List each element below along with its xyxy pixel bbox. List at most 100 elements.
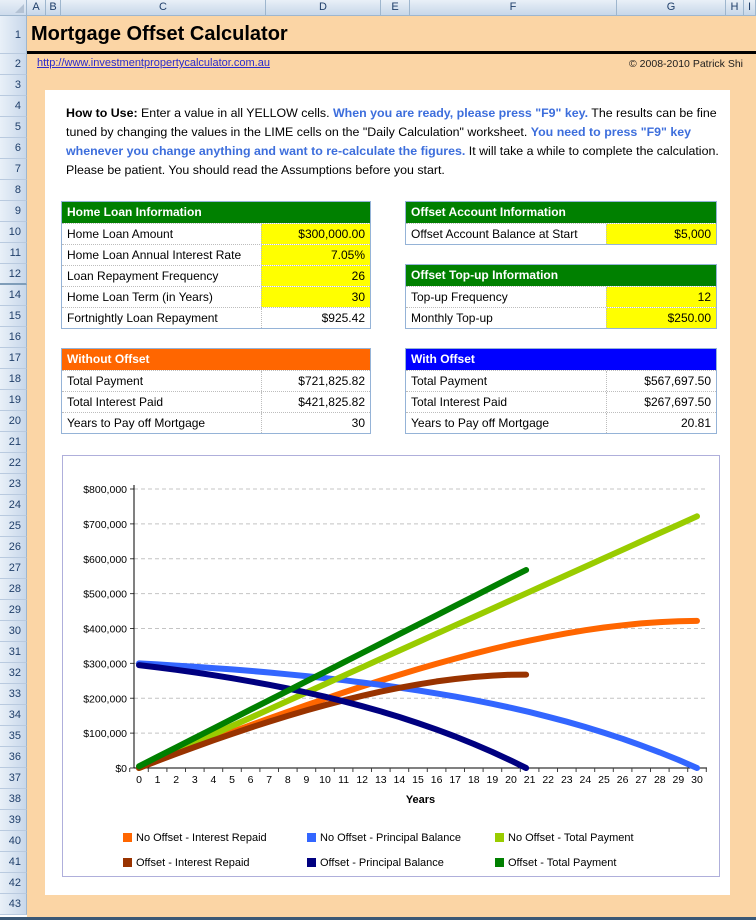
row-header-8[interactable]: 8 bbox=[0, 180, 27, 201]
column-header-H[interactable]: H bbox=[726, 0, 744, 16]
column-header-C[interactable]: C bbox=[61, 0, 266, 16]
chart-y-tick-label: $400,000 bbox=[83, 624, 127, 636]
row-headers: 1 2 3 4 5 6 7 8 9 10 11 12 14 15 16 17 18 19 20 21 22 23 24 25 2… bbox=[0, 16, 27, 917]
row-header-28[interactable]: 28 bbox=[0, 579, 27, 600]
row-header-37[interactable]: 37 bbox=[0, 768, 27, 789]
chart-y-tick-label: $600,000 bbox=[83, 554, 127, 566]
column-header-I[interactable]: I bbox=[744, 0, 756, 16]
row-header-23[interactable]: 23 bbox=[0, 474, 27, 495]
row-header-9[interactable]: 9 bbox=[0, 201, 27, 222]
legend-item-no-offset-principal-balance: No Offset - Principal Balance bbox=[307, 832, 461, 844]
offset-account-information-value[interactable]: $5,000 bbox=[606, 224, 716, 244]
row-header-15[interactable]: 15 bbox=[0, 306, 27, 327]
offset-top-up-information-value[interactable]: 12 bbox=[606, 287, 716, 307]
chart-x-tick-label: 19 bbox=[487, 774, 499, 786]
offset-account-information-header: Offset Account Information bbox=[406, 202, 716, 223]
row-header-1[interactable]: 1 bbox=[0, 16, 27, 54]
chart-y-tick-label: $700,000 bbox=[83, 519, 127, 531]
title-underline bbox=[27, 51, 756, 54]
row-header-32[interactable]: 32 bbox=[0, 663, 27, 684]
home-loan-information-header: Home Loan Information bbox=[62, 202, 370, 223]
chart-series-offset-principal-balance bbox=[136, 662, 530, 771]
row-header-14[interactable]: 14 bbox=[0, 285, 27, 306]
column-header-D[interactable]: D bbox=[266, 0, 381, 16]
row-header-7[interactable]: 7 bbox=[0, 159, 27, 180]
chart-x-tick-label: 22 bbox=[542, 774, 554, 786]
home-loan-information-value: $925.42 bbox=[261, 308, 370, 328]
home-loan-information-value[interactable]: $300,000.00 bbox=[261, 224, 370, 244]
row-header-10[interactable]: 10 bbox=[0, 222, 27, 243]
row-header-38[interactable]: 38 bbox=[0, 789, 27, 810]
row-header-4[interactable]: 4 bbox=[0, 96, 27, 117]
row-header-11[interactable]: 11 bbox=[0, 243, 27, 264]
row-header-39[interactable]: 39 bbox=[0, 810, 27, 831]
chart-x-tick-label: 6 bbox=[248, 774, 254, 786]
chart-x-tick-label: 26 bbox=[617, 774, 629, 786]
row-header-35[interactable]: 35 bbox=[0, 726, 27, 747]
with-offset-table: With Offset Total Payment $567,697.50 Total… bbox=[405, 348, 717, 434]
select-all-corner[interactable] bbox=[0, 0, 27, 16]
chart-x-tick-label: 20 bbox=[505, 774, 517, 786]
how-to-use-segment: You need to press "F9" key whenever you … bbox=[66, 125, 692, 158]
legend-swatch-icon bbox=[123, 858, 132, 867]
with-offset-value: $267,697.50 bbox=[606, 392, 716, 412]
column-header-B[interactable]: B bbox=[46, 0, 61, 16]
chart-series-offset-interest-repaid bbox=[136, 671, 530, 771]
table-row: Fortnightly Loan Repayment $925.42 bbox=[62, 307, 370, 328]
column-header-G[interactable]: G bbox=[617, 0, 726, 16]
column-header-E[interactable]: E bbox=[381, 0, 410, 16]
row-header-18[interactable]: 18 bbox=[0, 369, 27, 390]
how-to-use-segment: Enter a value in all YELLOW cells. bbox=[137, 106, 333, 120]
row-header-5[interactable]: 5 bbox=[0, 117, 27, 138]
page-title[interactable]: Mortgage Offset Calculator bbox=[31, 23, 288, 45]
row-header-33[interactable]: 33 bbox=[0, 684, 27, 705]
row-header-36[interactable]: 36 bbox=[0, 747, 27, 768]
chart-x-tick-label: 16 bbox=[431, 774, 443, 786]
row-header-21[interactable]: 21 bbox=[0, 432, 27, 453]
row-header-3[interactable]: 3 bbox=[0, 75, 27, 96]
home-loan-information-value[interactable]: 7.05% bbox=[261, 245, 370, 265]
row-header-42[interactable]: 42 bbox=[0, 873, 27, 894]
chart-x-tick-label: 24 bbox=[580, 774, 592, 786]
legend-item-no-offset-interest-repaid: No Offset - Interest Repaid bbox=[123, 832, 267, 844]
home-loan-information-label: Home Loan Annual Interest Rate bbox=[67, 248, 242, 262]
row-header-12[interactable]: 12 bbox=[0, 264, 27, 285]
row-header-17[interactable]: 17 bbox=[0, 348, 27, 369]
chart-y-tick-label: $500,000 bbox=[83, 589, 127, 601]
chart-x-tick-label: 11 bbox=[338, 774, 349, 786]
legend-label: No Offset - Interest Repaid bbox=[136, 832, 267, 844]
row-header-26[interactable]: 26 bbox=[0, 537, 27, 558]
offset-top-up-information-value[interactable]: $250.00 bbox=[606, 308, 716, 328]
row-header-31[interactable]: 31 bbox=[0, 642, 27, 663]
chart-x-tick-label: 18 bbox=[468, 774, 480, 786]
mortgage-chart[interactable]: $0 $100,000 $200,000 $300,000 $400,000 $500,0… bbox=[62, 455, 720, 877]
with-offset-label: Total Payment bbox=[411, 374, 488, 388]
row-header-29[interactable]: 29 bbox=[0, 600, 27, 621]
row-header-24[interactable]: 24 bbox=[0, 495, 27, 516]
chart-series-offset-total-payment bbox=[136, 567, 530, 770]
column-header-A[interactable]: A bbox=[27, 0, 46, 16]
row-header-2[interactable]: 2 bbox=[0, 54, 27, 75]
row-header-34[interactable]: 34 bbox=[0, 705, 27, 726]
home-loan-information-value[interactable]: 30 bbox=[261, 287, 370, 307]
row-header-16[interactable]: 16 bbox=[0, 327, 27, 348]
row-header-19[interactable]: 19 bbox=[0, 390, 27, 411]
table-row: Years to Pay off Mortgage 20.81 bbox=[406, 412, 716, 433]
row-header-40[interactable]: 40 bbox=[0, 831, 27, 852]
row-header-22[interactable]: 22 bbox=[0, 453, 27, 474]
row-header-20[interactable]: 20 bbox=[0, 411, 27, 432]
row-header-30[interactable]: 30 bbox=[0, 621, 27, 642]
row-header-25[interactable]: 25 bbox=[0, 516, 27, 537]
home-loan-information-value[interactable]: 26 bbox=[261, 266, 370, 286]
row-header-41[interactable]: 41 bbox=[0, 852, 27, 873]
row-header-27[interactable]: 27 bbox=[0, 558, 27, 579]
copyright-text: © 2008-2010 Patrick Shi bbox=[629, 58, 743, 70]
row-header-43[interactable]: 43 bbox=[0, 894, 27, 915]
table-row: Total Interest Paid $421,825.82 bbox=[62, 391, 370, 412]
chart-x-axis-title: Years bbox=[406, 794, 435, 806]
legend-item-offset-interest-repaid: Offset - Interest Repaid bbox=[123, 857, 250, 869]
chart-x-tick-label: 12 bbox=[356, 774, 368, 786]
column-header-F[interactable]: F bbox=[410, 0, 617, 16]
website-link[interactable]: http://www.investmentpropertycalculator.… bbox=[37, 57, 270, 69]
row-header-6[interactable]: 6 bbox=[0, 138, 27, 159]
